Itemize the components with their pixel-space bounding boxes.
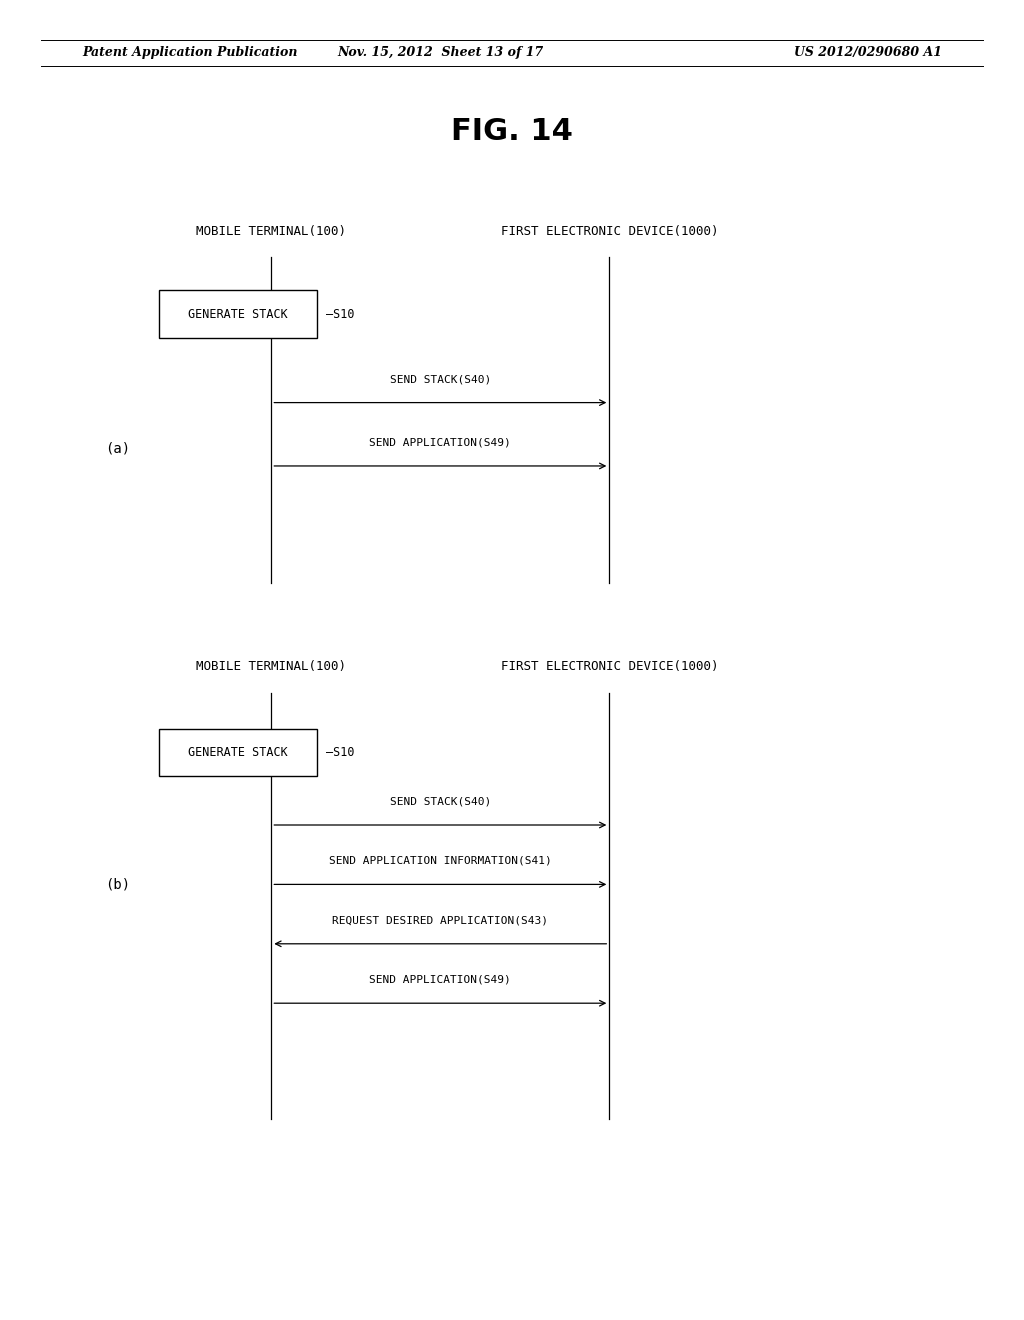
Text: —S10: —S10: [326, 308, 354, 321]
Text: Nov. 15, 2012  Sheet 13 of 17: Nov. 15, 2012 Sheet 13 of 17: [337, 46, 544, 59]
Text: SEND APPLICATION(S49): SEND APPLICATION(S49): [370, 437, 511, 447]
Text: GENERATE STACK: GENERATE STACK: [188, 308, 288, 321]
Text: (b): (b): [105, 878, 130, 891]
Text: Patent Application Publication: Patent Application Publication: [82, 46, 297, 59]
Text: SEND APPLICATION INFORMATION(S41): SEND APPLICATION INFORMATION(S41): [329, 855, 552, 866]
Text: SEND STACK(S40): SEND STACK(S40): [390, 374, 490, 384]
Text: SEND STACK(S40): SEND STACK(S40): [390, 796, 490, 807]
Text: FIG. 14: FIG. 14: [451, 117, 573, 147]
Text: US 2012/0290680 A1: US 2012/0290680 A1: [794, 46, 942, 59]
Text: MOBILE TERMINAL(100): MOBILE TERMINAL(100): [197, 660, 346, 673]
Text: MOBILE TERMINAL(100): MOBILE TERMINAL(100): [197, 224, 346, 238]
Text: (a): (a): [105, 442, 130, 455]
Text: FIRST ELECTRONIC DEVICE(1000): FIRST ELECTRONIC DEVICE(1000): [501, 224, 718, 238]
Bar: [159, 729, 317, 776]
Text: REQUEST DESIRED APPLICATION(S43): REQUEST DESIRED APPLICATION(S43): [333, 915, 548, 925]
Bar: [159, 290, 317, 338]
Text: SEND APPLICATION(S49): SEND APPLICATION(S49): [370, 974, 511, 985]
Text: FIRST ELECTRONIC DEVICE(1000): FIRST ELECTRONIC DEVICE(1000): [501, 660, 718, 673]
Text: —S10: —S10: [326, 746, 354, 759]
Text: GENERATE STACK: GENERATE STACK: [188, 746, 288, 759]
